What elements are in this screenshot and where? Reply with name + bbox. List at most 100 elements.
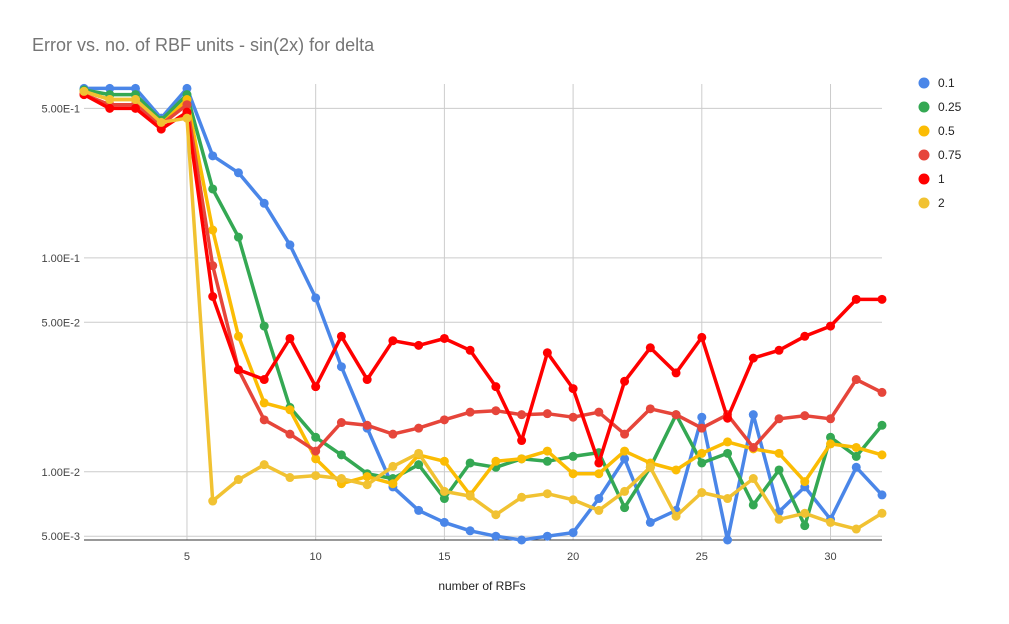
data-point <box>542 348 552 358</box>
x-tick-label: 30 <box>824 551 836 563</box>
data-point <box>105 83 115 93</box>
data-point <box>414 448 424 458</box>
data-point <box>491 456 501 466</box>
data-point <box>542 489 552 499</box>
data-point <box>336 331 346 341</box>
data-point <box>259 460 269 470</box>
series-line <box>82 88 884 528</box>
data-point <box>388 461 398 471</box>
x-tick-label: 10 <box>310 551 322 563</box>
data-point <box>697 332 707 342</box>
data-point <box>594 458 604 468</box>
series-line <box>82 86 884 542</box>
data-point <box>362 472 372 482</box>
series-0.25 <box>79 85 887 531</box>
data-point <box>851 294 861 304</box>
data-point <box>542 409 552 419</box>
data-point <box>774 514 784 524</box>
data-point <box>517 436 527 446</box>
data-point <box>414 505 424 515</box>
data-point <box>851 442 861 452</box>
data-point <box>517 454 527 464</box>
data-point <box>568 412 578 422</box>
data-point <box>465 345 475 355</box>
data-point <box>311 432 321 442</box>
data-point <box>465 526 475 536</box>
data-point <box>208 496 218 506</box>
data-point <box>594 505 604 515</box>
data-point <box>620 503 630 513</box>
legend-label: 0.75 <box>938 148 962 162</box>
data-point <box>645 517 655 527</box>
data-point <box>723 535 733 545</box>
legend-item: 2 <box>918 196 945 210</box>
data-point <box>208 184 218 194</box>
data-point <box>156 117 166 127</box>
data-point <box>439 517 449 527</box>
data-point <box>568 451 578 461</box>
data-point <box>130 95 140 105</box>
series-line <box>82 92 884 465</box>
x-axis-label: number of RBFs <box>438 579 525 593</box>
data-point <box>800 521 810 531</box>
data-point <box>336 418 346 428</box>
x-tick-label: 15 <box>438 551 450 563</box>
legend-swatch <box>918 173 930 185</box>
data-point <box>388 479 398 489</box>
data-point <box>671 410 681 420</box>
data-point <box>826 432 836 442</box>
legend-label: 0.5 <box>938 124 955 138</box>
data-point <box>259 415 269 425</box>
data-point <box>388 336 398 346</box>
legend-swatch <box>918 125 930 137</box>
data-point <box>285 405 295 415</box>
data-point <box>826 414 836 424</box>
data-point <box>851 524 861 534</box>
data-point <box>645 462 655 472</box>
data-point <box>439 456 449 466</box>
data-point <box>774 465 784 475</box>
data-point <box>362 375 372 385</box>
data-point <box>465 491 475 501</box>
data-point <box>362 420 372 430</box>
data-point <box>800 331 810 341</box>
data-point <box>620 446 630 456</box>
legend-label: 1 <box>938 172 945 186</box>
x-tick-label: 25 <box>696 551 708 563</box>
series-line <box>82 92 884 453</box>
data-point <box>233 475 243 485</box>
data-point <box>568 495 578 505</box>
data-point <box>439 415 449 425</box>
data-point <box>594 469 604 479</box>
data-point <box>620 429 630 439</box>
y-axis-ticks: 5.00E-1 1.00E-1 5.00E-2 1.00E-2 5.00E-3 <box>41 103 80 543</box>
data-point <box>774 345 784 355</box>
data-point <box>594 407 604 417</box>
data-point <box>182 113 192 123</box>
data-point <box>723 437 733 447</box>
data-point <box>311 293 321 303</box>
legend-label: 0.25 <box>938 100 962 114</box>
data-point <box>259 375 269 385</box>
data-point <box>259 398 269 408</box>
legend-swatch <box>918 77 930 89</box>
data-point <box>465 458 475 468</box>
data-point <box>748 500 758 510</box>
data-point <box>517 535 527 545</box>
data-point <box>130 103 140 113</box>
data-point <box>620 376 630 386</box>
y-tick-label: 1.00E-2 <box>41 467 80 479</box>
data-point <box>542 531 552 541</box>
data-point <box>130 83 140 93</box>
plot-area <box>79 83 887 545</box>
data-point <box>542 446 552 456</box>
data-point <box>697 423 707 433</box>
data-point <box>362 480 372 490</box>
data-point <box>105 103 115 113</box>
data-point <box>748 410 758 420</box>
data-point <box>877 294 887 304</box>
data-point <box>414 340 424 350</box>
data-point <box>491 531 501 541</box>
data-point <box>311 454 321 464</box>
legend-item: 0.25 <box>918 100 962 114</box>
